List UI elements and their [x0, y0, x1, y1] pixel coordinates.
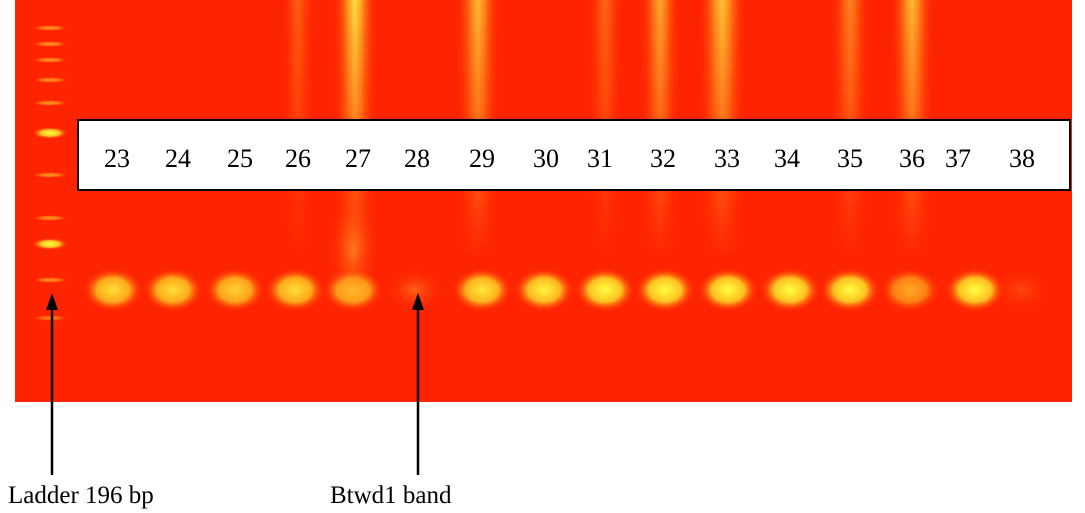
ladder-mark — [32, 315, 68, 321]
band — [452, 268, 512, 312]
lane-label: 26 — [285, 144, 311, 173]
ladder-mark — [32, 127, 68, 139]
lane-label: 27 — [345, 144, 371, 173]
ladder-mark — [32, 100, 68, 106]
ladder-mark — [32, 238, 68, 250]
lane-label: 31 — [587, 144, 613, 173]
lane-label-box — [77, 119, 1071, 191]
lane-label: 38 — [1009, 144, 1035, 173]
ladder-mark — [32, 41, 68, 47]
band — [143, 268, 203, 312]
lane-label: 30 — [533, 144, 559, 173]
ladder-lane — [32, 25, 68, 321]
band — [760, 268, 820, 312]
band — [880, 268, 940, 312]
lane-label: 28 — [404, 144, 430, 173]
lane-label: 34 — [774, 144, 800, 173]
band — [327, 190, 379, 310]
ladder-mark — [32, 77, 68, 83]
ladder-mark — [32, 215, 68, 221]
lane-label: 36 — [899, 144, 925, 173]
band — [83, 268, 143, 312]
band — [945, 268, 1005, 312]
ladder-mark — [32, 277, 68, 283]
ladder-mark — [32, 172, 68, 178]
lane-label: 32 — [650, 144, 676, 173]
band — [820, 268, 880, 312]
arrows — [46, 293, 424, 475]
lane-label: 35 — [837, 144, 863, 173]
band — [575, 268, 635, 312]
band — [635, 268, 695, 312]
gel-bands — [83, 190, 1052, 312]
lane-label: 37 — [945, 144, 971, 173]
ladder-mark — [32, 25, 68, 31]
annotation: Btwd1 band — [330, 482, 452, 509]
lane-label: 33 — [714, 144, 740, 173]
band — [992, 268, 1052, 312]
annotation: Ladder 196 bp — [8, 482, 154, 509]
lane-label: 29 — [469, 144, 495, 173]
band — [385, 268, 445, 312]
lane-labels: 23 24 25 26 27 28 29 30 31 32 33 34 35 36 37 38 — [104, 144, 1035, 173]
band — [698, 268, 758, 312]
arrow-head — [46, 293, 58, 310]
lane-label: 24 — [165, 144, 191, 173]
ladder-mark — [32, 57, 68, 63]
band — [265, 268, 325, 312]
arrow-head — [412, 293, 424, 310]
band — [514, 268, 574, 312]
lane-label: 25 — [227, 144, 253, 173]
lane-label: 23 — [104, 144, 130, 173]
band — [205, 268, 265, 312]
